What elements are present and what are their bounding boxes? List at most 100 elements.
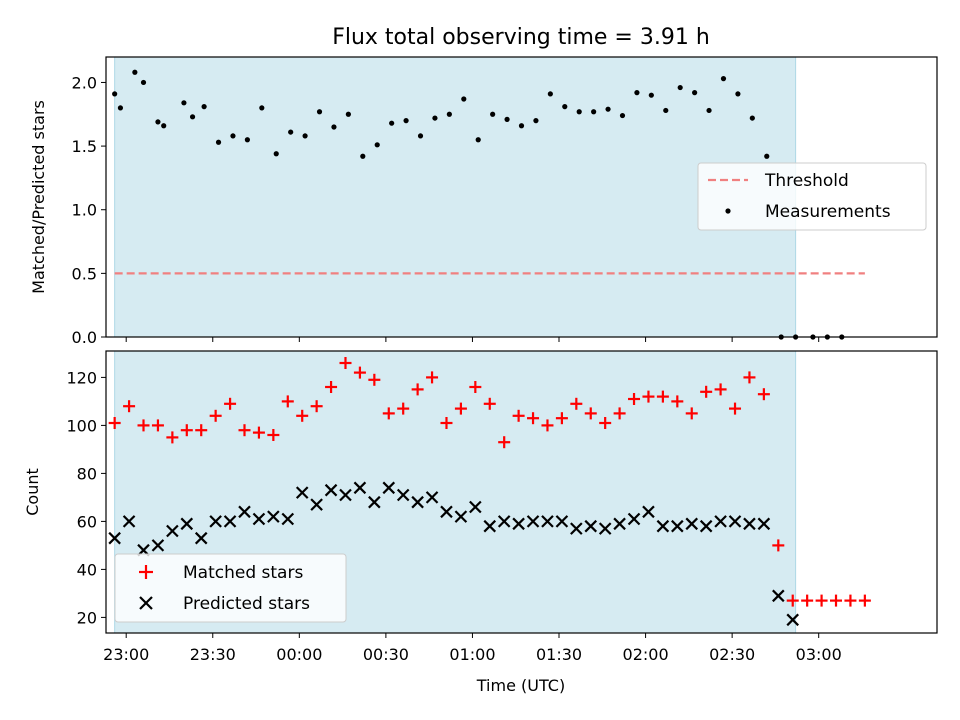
predicted-star-point bbox=[151, 539, 165, 552]
ratio-panel-frame bbox=[105, 56, 938, 338]
matched-star-point bbox=[382, 407, 395, 420]
matched-legend-swatch bbox=[139, 565, 153, 579]
measurement-point bbox=[504, 116, 510, 122]
y-tick-label: 20 bbox=[77, 608, 97, 627]
matched-star-point bbox=[743, 371, 756, 384]
measurement-point bbox=[461, 96, 467, 102]
predicted-star-point bbox=[656, 519, 670, 533]
predicted-star-point bbox=[642, 505, 655, 519]
measurement-point bbox=[161, 123, 167, 129]
predicted-star-point bbox=[396, 488, 410, 502]
y-tick-label: 100 bbox=[66, 416, 97, 435]
matched-star-point bbox=[786, 594, 799, 607]
matched-star-point bbox=[411, 383, 424, 396]
y-tick-label: 2.0 bbox=[72, 73, 97, 92]
measurement-point bbox=[215, 139, 222, 145]
x-tick-label: 01:30 bbox=[536, 645, 582, 664]
matched-star-point bbox=[180, 424, 193, 437]
measurement-point bbox=[140, 79, 147, 86]
y-tick-label: 0.5 bbox=[72, 264, 97, 283]
measurement-point bbox=[591, 109, 597, 115]
predicted-star-point bbox=[252, 512, 266, 526]
predicted-legend-label: Predicted stars bbox=[183, 594, 310, 614]
matched-star-point bbox=[166, 431, 179, 444]
measurement-point bbox=[547, 91, 553, 97]
predicted-star-point bbox=[425, 491, 439, 504]
measurement-point bbox=[244, 137, 250, 143]
ratio-x-axis-ticks bbox=[125, 337, 820, 342]
measurement-point bbox=[302, 133, 308, 139]
measurements-legend-label: Measurements bbox=[765, 202, 891, 222]
measurement-point bbox=[533, 118, 539, 124]
threshold-legend-label: Threshold bbox=[764, 171, 849, 191]
predicted-star-point bbox=[267, 510, 280, 523]
predicted-star-point bbox=[570, 522, 583, 535]
matched-star-point bbox=[555, 412, 568, 425]
matched-star-point bbox=[815, 594, 828, 607]
matched-star-point bbox=[498, 436, 511, 449]
measurement-point bbox=[677, 84, 683, 91]
matched-star-point bbox=[267, 429, 280, 441]
predicted-star-point bbox=[223, 515, 237, 528]
predicted-star-point bbox=[497, 515, 511, 528]
matched-star-point bbox=[628, 393, 641, 405]
matched-star-point bbox=[426, 371, 439, 384]
matched-star-point bbox=[483, 397, 496, 410]
predicted-star-point bbox=[671, 519, 684, 533]
predicted-star-point bbox=[209, 515, 222, 528]
measurement-point bbox=[201, 104, 207, 110]
measurement-point bbox=[576, 109, 582, 115]
matched-star-point bbox=[440, 417, 453, 429]
predicted-star-point bbox=[757, 517, 771, 531]
y-tick-label: 1.5 bbox=[72, 137, 97, 156]
predicted-star-point bbox=[743, 517, 756, 531]
predicted-star-point bbox=[281, 512, 295, 526]
predicted-star-point bbox=[714, 515, 727, 528]
matched-star-point bbox=[252, 426, 265, 439]
count-y-label: Count bbox=[23, 468, 42, 516]
measurement-point bbox=[374, 142, 380, 148]
measurement-point bbox=[360, 153, 366, 159]
measurement-point bbox=[475, 137, 481, 143]
measurement-point bbox=[446, 111, 452, 117]
matched-star-point bbox=[281, 395, 294, 408]
matched-star-point bbox=[642, 390, 655, 403]
measurement-point bbox=[432, 115, 438, 121]
x-tick-label: 00:00 bbox=[276, 645, 322, 664]
y-tick-label: 120 bbox=[66, 368, 97, 387]
predicted-star-point bbox=[353, 481, 367, 495]
matched-star-point bbox=[353, 366, 366, 379]
measurement-point bbox=[562, 104, 568, 110]
matched-star-point bbox=[238, 424, 251, 437]
measurement-point bbox=[518, 123, 525, 129]
matched-star-point bbox=[469, 381, 482, 393]
matched-star-point bbox=[714, 383, 727, 396]
predicted-star-point bbox=[324, 483, 338, 497]
count-panel: 20 40 60 80 100 120 23:00 23:30 00:00 00:30 01:00… bbox=[23, 350, 938, 664]
measurement-point bbox=[706, 107, 712, 114]
matched-star-point bbox=[729, 402, 742, 415]
matched-star-point bbox=[123, 400, 136, 413]
matched-star-point bbox=[671, 395, 684, 408]
predicted-star-point bbox=[786, 613, 800, 627]
measurement-point bbox=[490, 111, 496, 117]
matched-star-point bbox=[830, 594, 843, 607]
count-panel-frame bbox=[105, 350, 938, 634]
count-y-axis-ticks: 20 40 60 80 100 120 bbox=[66, 368, 106, 627]
measurement-point bbox=[634, 90, 640, 96]
measurement-point bbox=[605, 106, 611, 112]
matched-star-point bbox=[137, 419, 150, 432]
matched-star-point bbox=[310, 400, 323, 413]
matched-stars-points bbox=[108, 357, 871, 607]
measurement-point bbox=[619, 112, 626, 119]
matched-star-point bbox=[224, 397, 237, 410]
predicted-star-point bbox=[238, 505, 251, 519]
matched-star-point bbox=[527, 412, 540, 425]
matched-star-point bbox=[512, 409, 525, 422]
matched-star-point bbox=[772, 539, 785, 552]
x-tick-label: 23:00 bbox=[103, 645, 149, 664]
ratio-legend-box bbox=[697, 162, 927, 231]
measurement-point bbox=[331, 124, 337, 130]
predicted-star-point bbox=[584, 519, 598, 533]
matched-star-point bbox=[296, 409, 309, 422]
